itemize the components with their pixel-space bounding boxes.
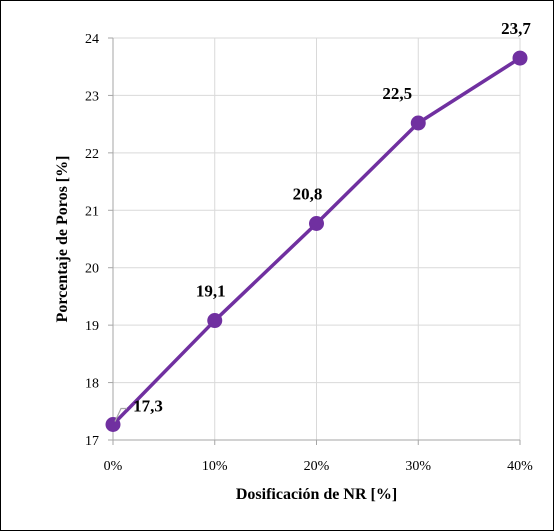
y-tick-label: 20 — [85, 262, 99, 277]
x-tick-label: 40% — [507, 459, 533, 474]
gridlines — [113, 37, 521, 440]
y-axis-title: Porcentaje de Poros [%] — [54, 156, 71, 323]
y-tick-label: 21 — [85, 204, 99, 219]
x-tick-label: 20% — [304, 459, 330, 474]
data-label-leader — [114, 407, 127, 422]
y-tick-label: 19 — [85, 319, 99, 334]
axes — [108, 37, 521, 445]
y-tick-label: 23 — [85, 89, 99, 104]
data-label: 23,7 — [501, 19, 531, 38]
data-point — [512, 50, 528, 66]
tick-labels: 17 18 19 20 21 22 23 24 0% 10% 20% 30% 40% — [85, 32, 533, 474]
x-tick-label: 0% — [104, 459, 123, 474]
series-line — [105, 50, 528, 432]
data-point — [410, 115, 426, 131]
data-point — [309, 215, 324, 231]
data-point — [207, 313, 223, 329]
data-label: 19,1 — [196, 282, 226, 301]
x-axis-title: Dosificación de NR [%] — [236, 486, 397, 503]
x-tick-label: 10% — [202, 459, 228, 474]
x-tick-label: 30% — [405, 459, 431, 474]
y-tick-label: 24 — [85, 32, 99, 47]
data-label: 20,8 — [293, 184, 323, 203]
data-labels: 17,3 19,1 20,8 22,5 23,7 — [114, 19, 531, 422]
y-tick-label: 18 — [85, 377, 99, 392]
y-tick-label: 22 — [85, 147, 99, 162]
data-label: 17,3 — [133, 396, 163, 415]
data-label: 22,5 — [382, 84, 412, 103]
y-tick-label: 17 — [85, 434, 99, 449]
data-point — [105, 416, 121, 432]
